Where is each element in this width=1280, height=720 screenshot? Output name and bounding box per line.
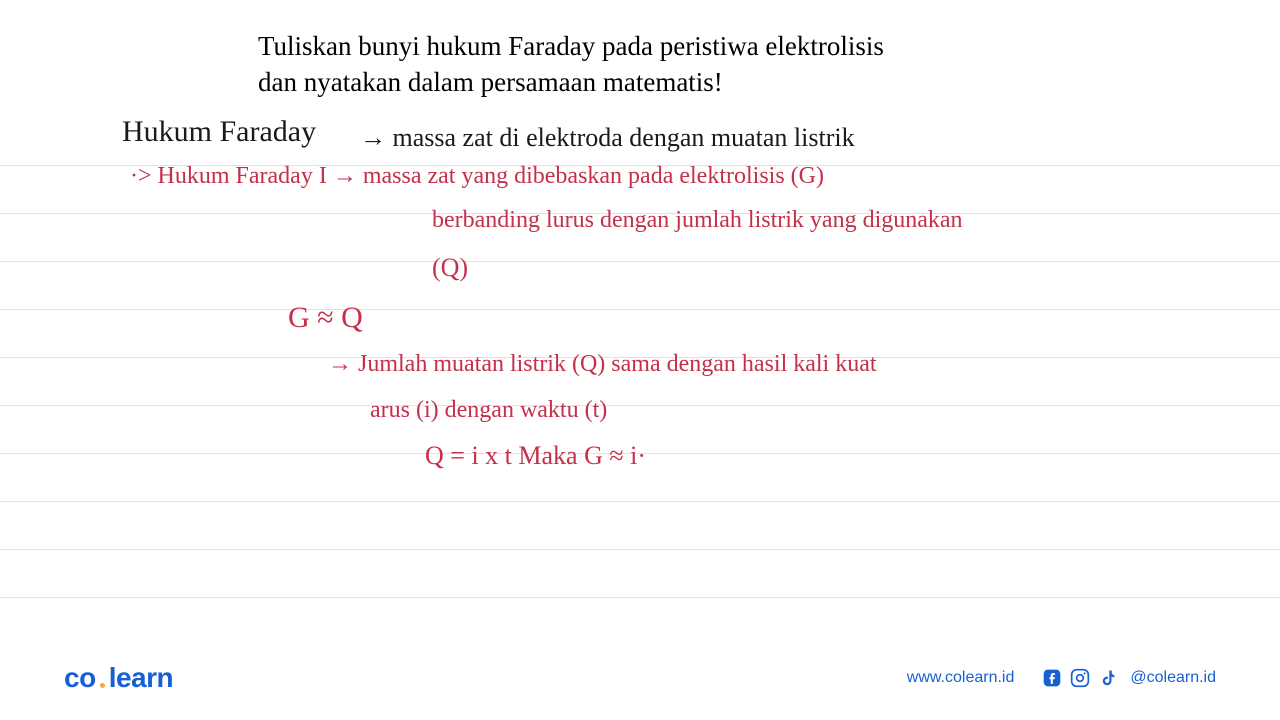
handwritten-line-1: → massa zat di elektroda dengan muatan l… (360, 123, 855, 153)
ruled-line (0, 309, 1280, 310)
notes-area: Hukum Faraday → massa zat di elektroda de… (0, 115, 1280, 615)
ruled-line (0, 405, 1280, 406)
facebook-icon (1042, 668, 1062, 688)
tiktok-icon (1098, 668, 1118, 688)
question-line-2: dan nyatakan dalam persamaan matematis! (258, 64, 1078, 100)
handwritten-line-6: → Jumlah muatan listrik (Q) sama dengan … (328, 351, 877, 378)
handwritten-line-7: arus (i) dengan waktu (t) (370, 397, 607, 424)
ruled-line (0, 597, 1280, 598)
ruled-line (0, 261, 1280, 262)
website-url: www.colearn.id (907, 669, 1015, 687)
handwritten-line-3: berbanding lurus dengan jumlah listrik y… (432, 207, 963, 234)
ruled-line (0, 549, 1280, 550)
handwritten-line-0: Hukum Faraday (122, 115, 316, 149)
brand-logo: co learn (64, 662, 173, 694)
ruled-line (0, 501, 1280, 502)
footer-right: www.colearn.id @colearn.id (907, 668, 1216, 688)
question-line-1: Tuliskan bunyi hukum Faraday pada perist… (258, 28, 1078, 64)
instagram-icon (1070, 668, 1090, 688)
logo-co-text: co (64, 662, 96, 694)
handwritten-line-8: Q = i x t Maka G ≈ i· (425, 441, 646, 471)
logo-dot (100, 683, 105, 688)
handwritten-line-5: G ≈ Q (288, 301, 363, 335)
logo-learn-text: learn (109, 662, 173, 694)
social-icons: @colearn.id (1042, 668, 1216, 688)
handwritten-line-2: ·> Hukum Faraday I → massa zat yang dibe… (130, 163, 824, 190)
footer: co learn www.colearn.id @colearn.id (0, 658, 1280, 698)
handwritten-line-4: (Q) (432, 253, 468, 283)
social-handle: @colearn.id (1130, 669, 1216, 687)
question-block: Tuliskan bunyi hukum Faraday pada perist… (258, 28, 1078, 101)
